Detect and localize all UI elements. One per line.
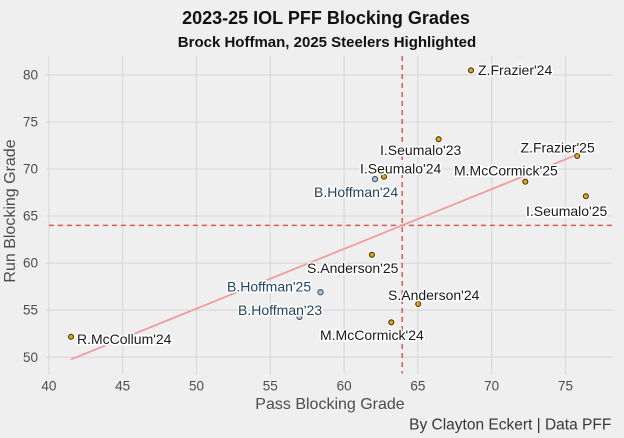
svg-text:I.Seumalo'25: I.Seumalo'25	[526, 203, 607, 219]
svg-text:B.Hoffman'24: B.Hoffman'24	[314, 184, 398, 200]
svg-text:55: 55	[23, 303, 38, 318]
svg-text:45: 45	[115, 379, 130, 394]
svg-text:80: 80	[23, 68, 38, 83]
svg-text:2023-25 IOL PFF Blocking Grade: 2023-25 IOL PFF Blocking Grades	[182, 8, 470, 28]
svg-text:S.Anderson'24: S.Anderson'24	[388, 287, 480, 303]
svg-text:70: 70	[23, 162, 38, 177]
svg-text:50: 50	[23, 350, 38, 365]
svg-text:Brock Hoffman, 2025 Steelers H: Brock Hoffman, 2025 Steelers Highlighted	[178, 34, 476, 51]
svg-text:75: 75	[23, 115, 38, 130]
svg-text:75: 75	[558, 379, 573, 394]
svg-text:B.Hoffman'23: B.Hoffman'23	[238, 302, 322, 318]
svg-text:By Clayton Eckert | Data PFF: By Clayton Eckert | Data PFF	[409, 417, 611, 434]
svg-text:Z.Frazier'24: Z.Frazier'24	[478, 62, 552, 78]
svg-text:I.Seumalo'24: I.Seumalo'24	[360, 161, 441, 177]
svg-text:B.Hoffman'25: B.Hoffman'25	[227, 279, 311, 295]
svg-text:S.Anderson'25: S.Anderson'25	[307, 260, 399, 276]
svg-text:70: 70	[484, 379, 499, 394]
svg-text:40: 40	[41, 379, 56, 394]
svg-text:65: 65	[410, 379, 425, 394]
svg-text:R.McCollum'24: R.McCollum'24	[77, 331, 172, 347]
svg-text:M.McCormick'25: M.McCormick'25	[454, 163, 558, 179]
svg-text:Pass Blocking Grade: Pass Blocking Grade	[255, 396, 405, 413]
svg-text:Run Blocking Grade: Run Blocking Grade	[2, 139, 19, 282]
svg-text:55: 55	[263, 379, 278, 394]
svg-text:60: 60	[337, 379, 352, 394]
svg-text:I.Seumalo'23: I.Seumalo'23	[380, 142, 461, 158]
svg-text:50: 50	[189, 379, 204, 394]
svg-text:Z.Frazier'25: Z.Frazier'25	[521, 140, 595, 156]
svg-text:65: 65	[23, 209, 38, 224]
svg-text:60: 60	[23, 256, 38, 271]
svg-text:M.McCormick'24: M.McCormick'24	[320, 327, 424, 343]
